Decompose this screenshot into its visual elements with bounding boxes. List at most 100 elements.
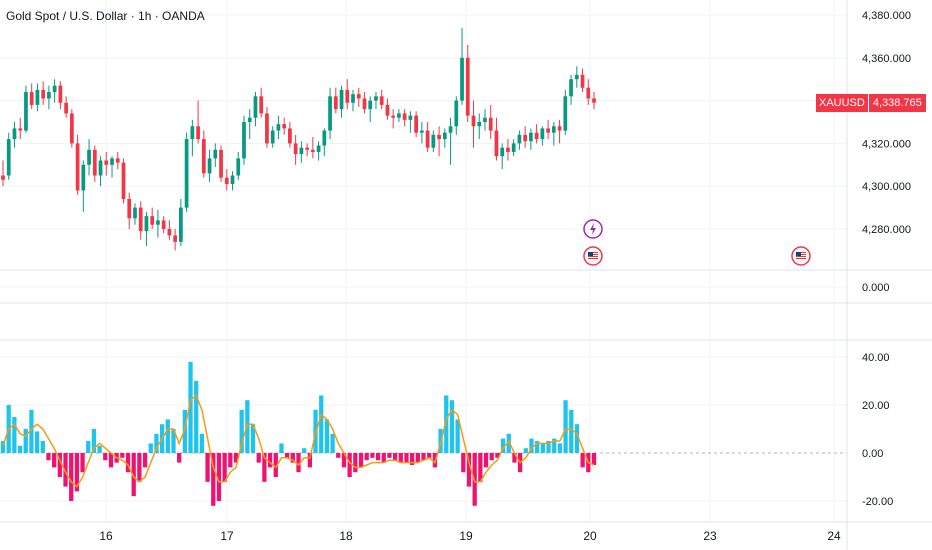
histogram-bar xyxy=(228,453,233,468)
candle-body xyxy=(259,96,264,114)
histogram-bar xyxy=(40,441,45,453)
histogram-bar xyxy=(455,419,460,453)
candle-body xyxy=(437,134,441,140)
histogram-bar xyxy=(23,429,28,453)
secondary-axis-label: 0.000 xyxy=(862,282,890,294)
candle-body xyxy=(219,149,223,178)
candle-body xyxy=(557,126,562,131)
candle-body xyxy=(270,130,275,144)
histogram-bar xyxy=(404,453,409,463)
histogram-bar xyxy=(256,453,261,463)
candle-body xyxy=(121,162,126,200)
candle-body xyxy=(115,158,120,163)
candle-body xyxy=(288,128,292,144)
histogram-bar xyxy=(410,453,415,465)
candle-body xyxy=(207,158,212,174)
candle-body xyxy=(563,96,568,131)
candle-body xyxy=(282,124,287,129)
histogram-bar xyxy=(108,453,114,468)
histogram-bar xyxy=(421,453,426,461)
signal-line xyxy=(2,394,595,488)
candle-body xyxy=(477,122,482,127)
flag-canton xyxy=(796,252,801,256)
candle-body xyxy=(517,134,522,144)
histogram-bar xyxy=(262,453,267,482)
histogram-bar xyxy=(216,453,222,501)
candle-body xyxy=(316,145,321,152)
histogram-bar xyxy=(347,453,352,477)
candle-body xyxy=(167,229,172,236)
histogram-bar xyxy=(591,453,597,465)
histogram-bar xyxy=(392,453,398,461)
histogram-bar xyxy=(535,441,540,453)
candle-body xyxy=(580,74,585,88)
histogram-bar xyxy=(267,453,273,468)
candle-body xyxy=(201,139,206,174)
histogram-bar xyxy=(489,453,494,461)
histogram-bar xyxy=(336,453,341,458)
histogram-bar xyxy=(103,453,108,461)
time-axis-label: 16 xyxy=(99,529,113,543)
candle-body xyxy=(276,124,281,131)
histogram-bar xyxy=(552,438,557,453)
price-axis-label: 4,380.000 xyxy=(862,10,911,22)
histogram-bar xyxy=(307,453,312,468)
candle-body xyxy=(500,147,505,157)
histogram-bar xyxy=(495,453,500,458)
histogram-bar xyxy=(330,433,335,453)
candle-body xyxy=(52,85,57,93)
price-axis-label: 4,320.000 xyxy=(862,138,911,150)
histogram-bar xyxy=(273,453,278,477)
candle-body xyxy=(397,113,401,118)
histogram-bar xyxy=(296,453,301,473)
histogram-bar xyxy=(188,361,193,453)
candle-body xyxy=(586,87,591,99)
histogram-bar xyxy=(137,453,142,482)
candle-body xyxy=(98,160,103,176)
histogram-bar xyxy=(233,453,239,463)
histogram-bar xyxy=(222,453,227,482)
histogram-bar xyxy=(302,448,307,453)
histogram-bar xyxy=(171,429,176,453)
histogram-bar xyxy=(478,453,483,482)
histogram-bar xyxy=(523,448,528,453)
histogram-bar xyxy=(63,453,68,487)
histogram-bar xyxy=(319,395,324,453)
histogram-bar xyxy=(239,409,244,453)
histogram-bar xyxy=(148,443,153,453)
histogram-bar xyxy=(500,438,506,453)
histogram-bar xyxy=(177,453,182,463)
candle-body xyxy=(328,96,332,131)
candle-body xyxy=(529,132,533,142)
candle-body xyxy=(465,57,470,116)
candle-body xyxy=(408,115,413,120)
candle-body xyxy=(29,92,34,105)
candle-body xyxy=(161,220,166,229)
histogram-bar xyxy=(563,400,568,453)
candle-body xyxy=(339,89,344,110)
candle-body xyxy=(540,128,545,140)
candle-body xyxy=(454,100,459,127)
histogram-bar xyxy=(52,453,57,468)
candle-body xyxy=(75,143,80,191)
candle-body xyxy=(414,115,418,133)
histogram-bar xyxy=(341,453,347,468)
candle-body xyxy=(92,149,97,176)
price-axis-label: 4,360.000 xyxy=(862,53,911,65)
flag-canton xyxy=(588,252,593,256)
candle-body xyxy=(402,113,407,120)
histogram-bar xyxy=(461,453,466,473)
histogram-bar xyxy=(449,400,455,453)
candle-body xyxy=(362,98,367,110)
candle-body xyxy=(448,126,453,133)
histogram-bar xyxy=(120,453,125,458)
histogram-bar xyxy=(381,453,386,463)
candle-body xyxy=(265,113,269,144)
histogram-bar xyxy=(398,453,403,463)
candle-body xyxy=(460,57,464,101)
lightning-event-icon xyxy=(583,219,603,239)
histogram-bar xyxy=(444,395,449,453)
candle-body xyxy=(242,122,246,159)
candle-body xyxy=(104,160,109,165)
